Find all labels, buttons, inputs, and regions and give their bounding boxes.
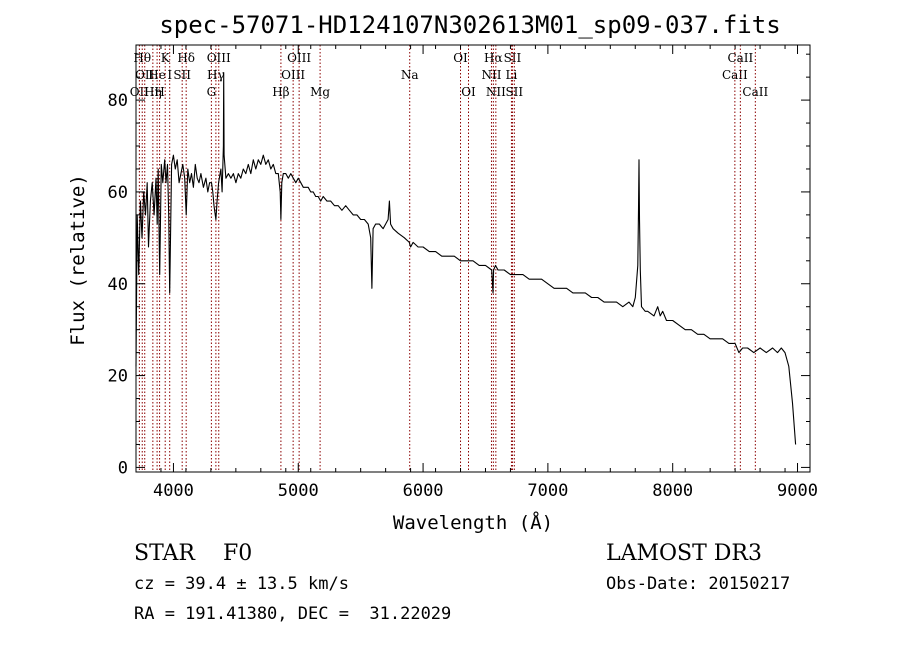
line-marker-label: SII xyxy=(173,68,191,82)
line-marker-label: SII xyxy=(505,85,523,99)
line-marker-label: Hδ xyxy=(177,51,195,65)
line-marker-label: OI xyxy=(453,51,468,65)
y-tick-label: 80 xyxy=(108,91,128,111)
chart-title: spec-57071-HD124107N302613M01_sp09-037.f… xyxy=(159,11,780,39)
line-marker-label: NII xyxy=(481,68,501,82)
line-marker-label: He xyxy=(148,68,166,82)
axis-ticks: 4000 5000 6000 7000 8000 9000 0 20 40 60 80 xyxy=(108,45,818,501)
line-marker-label: CaII xyxy=(742,85,768,99)
y-tick-label: 60 xyxy=(108,183,128,203)
line-marker-label: H xyxy=(154,85,164,99)
line-marker-label: Mg xyxy=(310,85,330,99)
y-tick-label: 0 xyxy=(118,458,128,478)
ra-dec: RA = 191.41380, DEC = 31.22029 xyxy=(134,604,451,624)
line-marker-label: Li xyxy=(506,68,518,82)
line-marker-label: OII xyxy=(135,68,155,82)
line-marker-label: Hγ xyxy=(207,68,225,82)
x-tick-label: 7000 xyxy=(527,481,568,501)
line-marker-label: OIII xyxy=(207,51,231,65)
line-marker-label: OIII xyxy=(287,51,311,65)
spectrum-line xyxy=(135,71,797,445)
line-marker-label: CaII xyxy=(722,68,748,82)
x-tick-label: 6000 xyxy=(403,481,444,501)
x-tick-label: 5000 xyxy=(278,481,319,501)
line-marker-label: K xyxy=(161,51,171,65)
line-marker-label: NII xyxy=(486,85,506,99)
y-tick-label: 20 xyxy=(108,367,128,387)
x-tick-label: 8000 xyxy=(652,481,693,501)
object-class: STAR F0 xyxy=(134,541,252,566)
x-axis-label: Wavelength (Å) xyxy=(393,511,553,534)
line-marker-label: SII xyxy=(504,51,522,65)
line-marker-label: I xyxy=(167,68,172,82)
line-marker-label: OIII xyxy=(281,68,305,82)
redshift-cz: cz = 39.4 ± 13.5 km/s xyxy=(134,574,349,594)
obs-date: Obs-Date: 20150217 xyxy=(606,574,790,594)
line-marker-label: CaII xyxy=(727,51,753,65)
line-marker-label: OI xyxy=(461,85,476,99)
plot-frame xyxy=(135,44,811,473)
line-marker-label: Na xyxy=(401,68,419,82)
y-tick-label: 40 xyxy=(108,275,128,295)
line-marker-label: G xyxy=(207,85,217,99)
line-marker-label: Hβ xyxy=(272,85,289,99)
y-axis-label: Flux (relative) xyxy=(67,174,89,346)
x-tick-label: 4000 xyxy=(153,481,194,501)
line-marker-label: Hα xyxy=(484,51,503,65)
x-tick-label: 9000 xyxy=(777,481,818,501)
survey-name: LAMOST DR3 xyxy=(606,541,762,566)
